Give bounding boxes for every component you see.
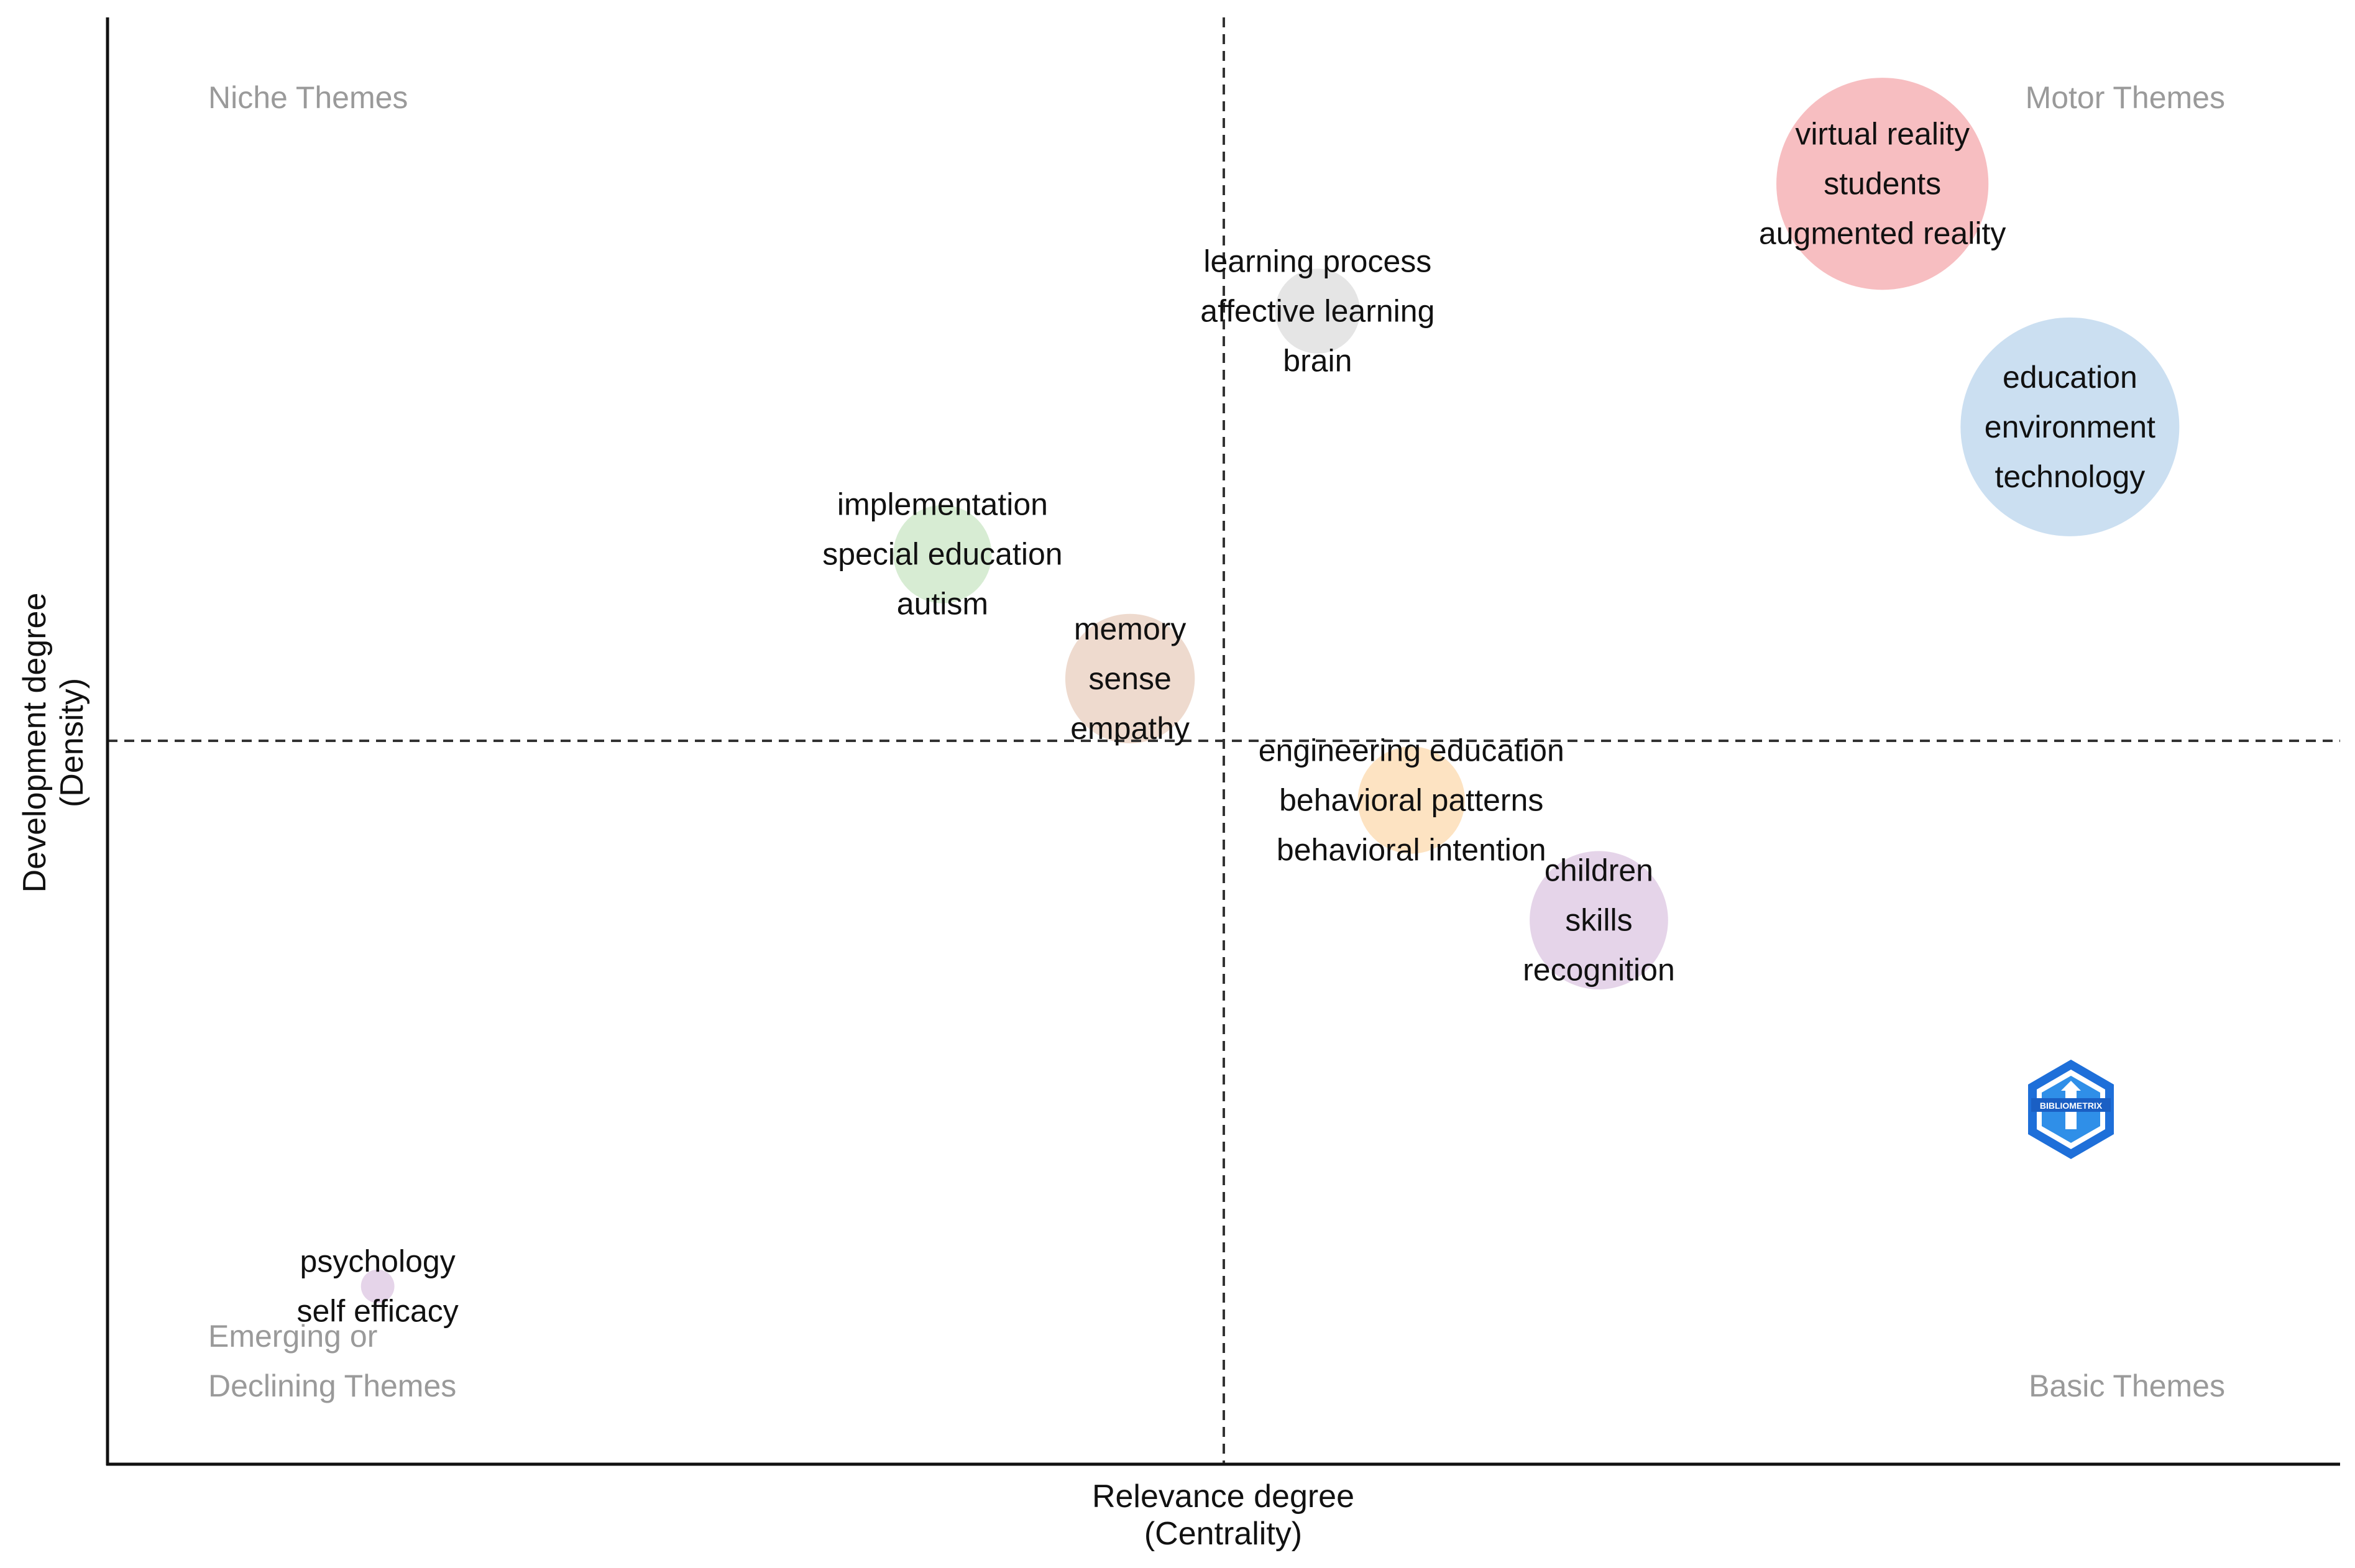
bibliometrix-logo: BIBLIOMETRIX <box>2028 1060 2114 1159</box>
cluster-bubble-psychology <box>360 1269 395 1303</box>
quadrant-label-motor: Motor Themes <box>2026 80 2225 115</box>
cluster-label-brain: brain <box>1283 344 1352 378</box>
cluster-bubbles <box>360 78 2180 1303</box>
x-axis-title-line2: (Centrality) <box>1144 1516 1302 1552</box>
cluster-bubble-memory <box>1065 613 1195 744</box>
quadrant-label-niche: Niche Themes <box>208 80 408 115</box>
quadrant-label-emerging-line1: Emerging or <box>208 1319 377 1354</box>
cluster-bubble-children <box>1530 851 1668 990</box>
cluster-label-behavioral-patterns: behavioral patterns <box>1279 782 1543 817</box>
cluster-label-psychology: psychology <box>300 1244 456 1279</box>
quadrant-label-basic: Basic Themes <box>2029 1369 2225 1403</box>
cluster-bubble-engineering-education <box>1357 746 1465 854</box>
cluster-label-self-efficacy: self efficacy <box>296 1294 458 1329</box>
cluster-label-engineering-education: engineering education <box>1259 733 1564 768</box>
cluster-label-sense: sense <box>1088 661 1171 696</box>
cluster-label-affective-learning: affective learning <box>1200 294 1435 329</box>
y-axis-title-line2: (Density) <box>54 678 90 807</box>
cluster-bubble-education <box>1960 317 2180 536</box>
cluster-label-students: students <box>1824 167 1941 201</box>
cluster-label-learning-process: learning process <box>1203 244 1431 279</box>
cluster-label-virtual-reality: virtual reality <box>1795 117 1970 152</box>
cluster-label-environment: environment <box>1985 410 2155 444</box>
cluster-label-implementation: implementation <box>837 487 1048 522</box>
cluster-bubble-virtual-reality <box>1776 78 1989 290</box>
x-axis-title-line1: Relevance degree <box>1092 1479 1354 1515</box>
cluster-label-autism: autism <box>897 587 988 621</box>
cluster-label-technology: technology <box>1995 459 2145 494</box>
cluster-bubble-learning-process <box>1275 268 1361 354</box>
cluster-label-augmented-reality: augmented reality <box>1759 216 2006 251</box>
cluster-label-recognition: recognition <box>1523 953 1675 988</box>
y-axis-title-line1: Development degree <box>17 593 53 893</box>
cluster-label-special-education: special education <box>822 537 1062 572</box>
cluster-label-empathy: empathy <box>1070 711 1190 746</box>
cluster-bubble-implementation <box>893 505 992 603</box>
cluster-label-behavioral-intention: behavioral intention <box>1277 832 1546 867</box>
cluster-label-education: education <box>2003 360 2137 395</box>
logo-banner-text: BIBLIOMETRIX <box>2040 1101 2103 1111</box>
cluster-label-children: children <box>1545 853 1653 888</box>
cluster-labels: virtual reality students augmented reality… <box>296 117 2155 1329</box>
quadrant-label-emerging-line2: Declining Themes <box>208 1369 456 1403</box>
cluster-label-skills: skills <box>1565 903 1632 938</box>
logo-banner <box>2031 1098 2111 1112</box>
cluster-label-memory: memory <box>1074 612 1187 646</box>
logo-tower-top-icon <box>2061 1081 2081 1091</box>
